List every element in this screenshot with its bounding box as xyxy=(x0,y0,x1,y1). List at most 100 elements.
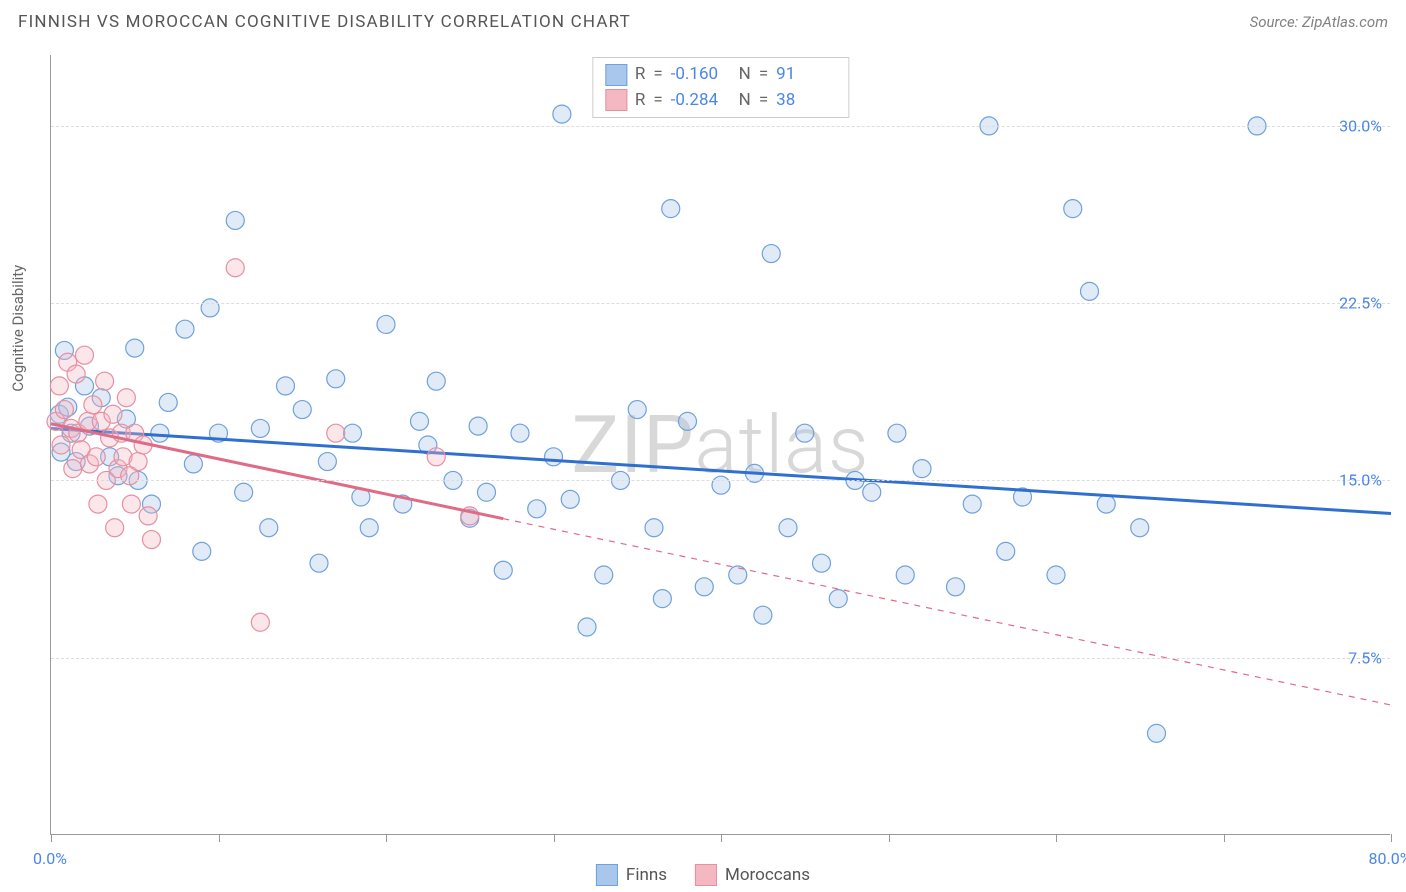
stat-r-label: R xyxy=(635,88,645,114)
data-point xyxy=(293,401,311,419)
data-point xyxy=(84,396,102,414)
y-axis-title: Cognitive Disability xyxy=(9,265,27,392)
data-point xyxy=(96,372,114,390)
stat-n-value: 38 xyxy=(776,88,836,114)
data-point xyxy=(712,476,730,494)
data-point xyxy=(779,519,797,537)
trend-line-dashed xyxy=(503,519,1391,705)
stat-n-value: 91 xyxy=(776,62,836,88)
data-point xyxy=(201,299,219,317)
source-attribution: Source: ZipAtlas.com xyxy=(1250,13,1388,31)
y-tick-label: 22.5% xyxy=(1339,294,1382,313)
data-point xyxy=(427,372,445,390)
data-point xyxy=(52,436,70,454)
data-point xyxy=(695,578,713,596)
x-tick-label: 0.0% xyxy=(33,849,67,868)
stat-r-label: R xyxy=(635,62,645,88)
data-point xyxy=(645,519,663,537)
scatter-svg xyxy=(51,55,1390,834)
data-point xyxy=(327,370,345,388)
data-point xyxy=(863,483,881,501)
data-point xyxy=(595,566,613,584)
data-point xyxy=(896,566,914,584)
data-point xyxy=(813,554,831,572)
data-point xyxy=(106,519,124,537)
data-point xyxy=(87,448,105,466)
stats-legend: R=-0.160N=91R=-0.284N=38 xyxy=(592,57,849,118)
stat-n-label: N xyxy=(739,62,751,88)
gridline xyxy=(51,303,1390,304)
data-point xyxy=(151,424,169,442)
data-point xyxy=(143,531,161,549)
gridline xyxy=(51,126,1390,127)
data-point xyxy=(1081,282,1099,300)
data-point xyxy=(67,365,85,383)
plot-area: ZIPatlas R=-0.160N=91R=-0.284N=38 7.5%15… xyxy=(50,55,1390,835)
data-point xyxy=(176,320,194,338)
data-point xyxy=(360,519,378,537)
legend-swatch xyxy=(605,64,627,86)
data-point xyxy=(344,424,362,442)
data-point xyxy=(251,613,269,631)
stat-n-label: N xyxy=(739,88,751,114)
data-point xyxy=(377,315,395,333)
legend-swatch xyxy=(596,864,618,886)
trend-line xyxy=(51,428,1391,513)
data-point xyxy=(139,507,157,525)
data-point xyxy=(122,495,140,513)
equals-sign: = xyxy=(653,62,662,88)
legend-swatch xyxy=(695,864,717,886)
data-point xyxy=(997,542,1015,560)
x-tick xyxy=(1391,834,1392,842)
x-tick xyxy=(386,834,387,842)
data-point xyxy=(1131,519,1149,537)
data-point xyxy=(159,393,177,411)
stats-row: R=-0.284N=38 xyxy=(605,88,836,114)
y-tick-label: 7.5% xyxy=(1348,648,1382,667)
y-tick-label: 15.0% xyxy=(1339,471,1382,490)
y-tick-label: 30.0% xyxy=(1339,116,1382,135)
data-point xyxy=(754,606,772,624)
legend-item: Moroccans xyxy=(695,864,810,886)
data-point xyxy=(89,495,107,513)
data-point xyxy=(829,590,847,608)
data-point xyxy=(260,519,278,537)
x-tick xyxy=(554,834,555,842)
x-tick xyxy=(1224,834,1225,842)
chart-header: FINNISH VS MOROCCAN COGNITIVE DISABILITY… xyxy=(0,0,1406,38)
data-point xyxy=(478,483,496,501)
data-point xyxy=(662,200,680,218)
legend-label: Moroccans xyxy=(725,865,810,885)
data-point xyxy=(528,500,546,518)
data-point xyxy=(184,455,202,473)
data-point xyxy=(235,483,253,501)
data-point xyxy=(762,245,780,263)
data-point xyxy=(679,412,697,430)
data-point xyxy=(226,211,244,229)
data-point xyxy=(126,339,144,357)
series-legend: FinnsMoroccans xyxy=(596,864,810,886)
data-point xyxy=(318,453,336,471)
data-point xyxy=(561,490,579,508)
gridline xyxy=(51,480,1390,481)
data-point xyxy=(511,424,529,442)
data-point xyxy=(427,448,445,466)
gridline xyxy=(51,658,1390,659)
stats-row: R=-0.160N=91 xyxy=(605,62,836,88)
data-point xyxy=(76,346,94,364)
data-point xyxy=(310,554,328,572)
data-point xyxy=(50,377,68,395)
data-point xyxy=(411,412,429,430)
data-point xyxy=(1047,566,1065,584)
x-tick-label: 80.0% xyxy=(1369,849,1406,868)
data-point xyxy=(193,542,211,560)
data-point xyxy=(963,495,981,513)
x-tick xyxy=(889,834,890,842)
data-point xyxy=(947,578,965,596)
data-point xyxy=(1064,200,1082,218)
data-point xyxy=(277,377,295,395)
equals-sign: = xyxy=(653,88,662,114)
data-point xyxy=(653,590,671,608)
data-point xyxy=(888,424,906,442)
data-point xyxy=(327,424,345,442)
